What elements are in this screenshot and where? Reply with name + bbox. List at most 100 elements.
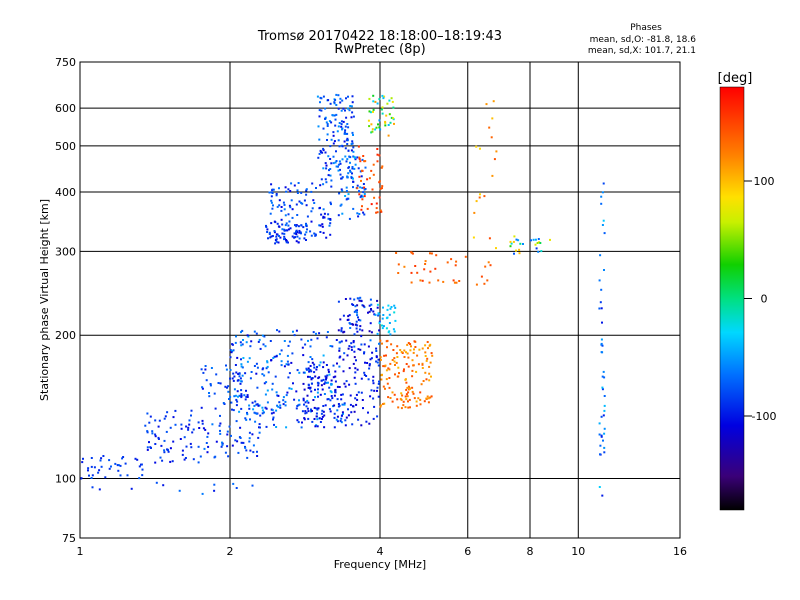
data-point bbox=[340, 421, 343, 424]
data-point bbox=[239, 377, 242, 380]
data-point bbox=[330, 179, 333, 182]
data-point bbox=[598, 422, 601, 425]
data-point bbox=[244, 417, 247, 420]
data-point bbox=[372, 310, 375, 313]
data-point bbox=[248, 440, 251, 443]
data-point bbox=[343, 382, 346, 385]
data-point bbox=[385, 327, 388, 330]
data-point bbox=[287, 213, 290, 216]
x-tick-label: 1 bbox=[77, 545, 84, 558]
data-point bbox=[235, 335, 237, 338]
data-point bbox=[473, 211, 476, 214]
data-point bbox=[355, 393, 358, 396]
data-point bbox=[323, 393, 326, 395]
data-point bbox=[296, 192, 299, 194]
data-point bbox=[266, 360, 269, 363]
data-point bbox=[600, 415, 603, 418]
data-point bbox=[237, 379, 240, 382]
data-point bbox=[395, 352, 398, 355]
data-point bbox=[275, 194, 278, 197]
data-point bbox=[279, 406, 282, 409]
data-point bbox=[384, 364, 387, 367]
data-point bbox=[342, 107, 345, 110]
data-point bbox=[361, 304, 364, 307]
data-point bbox=[326, 123, 329, 126]
data-point bbox=[240, 380, 243, 383]
data-point bbox=[99, 459, 102, 462]
data-point bbox=[250, 340, 253, 343]
data-point bbox=[276, 222, 279, 225]
data-point bbox=[600, 202, 603, 205]
data-point bbox=[362, 191, 365, 194]
y-tick-label: 300 bbox=[55, 245, 76, 258]
data-point bbox=[291, 216, 294, 219]
data-point bbox=[346, 143, 349, 145]
data-point bbox=[338, 145, 341, 148]
data-point bbox=[398, 372, 400, 375]
data-point bbox=[371, 351, 374, 354]
data-point bbox=[347, 347, 350, 350]
data-point bbox=[403, 356, 406, 358]
data-point bbox=[337, 300, 340, 303]
data-point bbox=[340, 417, 343, 420]
data-point bbox=[363, 343, 366, 346]
data-point bbox=[348, 383, 351, 386]
data-point bbox=[307, 386, 310, 389]
data-point bbox=[275, 391, 278, 394]
data-point bbox=[321, 415, 324, 418]
data-point bbox=[368, 177, 371, 180]
data-point bbox=[346, 354, 349, 357]
data-point bbox=[328, 120, 331, 123]
data-point bbox=[381, 342, 383, 345]
data-point bbox=[290, 387, 293, 390]
data-point bbox=[138, 465, 141, 468]
data-point bbox=[313, 418, 316, 420]
data-point bbox=[320, 418, 323, 420]
data-point bbox=[227, 385, 230, 388]
data-point bbox=[412, 392, 415, 395]
data-point bbox=[278, 235, 280, 237]
data-point bbox=[332, 376, 335, 379]
x-tick-label: 2 bbox=[227, 545, 234, 558]
data-point bbox=[352, 362, 355, 365]
data-point bbox=[405, 381, 408, 384]
data-point bbox=[293, 334, 296, 337]
data-point bbox=[352, 405, 354, 408]
data-point bbox=[266, 228, 269, 231]
data-point bbox=[184, 457, 187, 459]
data-point bbox=[270, 222, 273, 225]
data-point bbox=[346, 132, 349, 135]
data-point bbox=[311, 358, 314, 361]
data-point bbox=[377, 395, 380, 398]
data-point bbox=[206, 451, 209, 454]
data-point bbox=[266, 231, 269, 233]
data-point bbox=[330, 203, 332, 206]
data-point bbox=[347, 172, 350, 175]
data-point bbox=[284, 224, 287, 227]
data-point bbox=[405, 388, 408, 391]
data-point bbox=[258, 423, 261, 426]
data-point bbox=[310, 220, 313, 223]
data-point bbox=[415, 400, 418, 403]
data-point bbox=[598, 279, 601, 282]
data-point bbox=[343, 403, 346, 406]
data-point bbox=[371, 130, 374, 133]
data-point bbox=[353, 376, 356, 379]
data-point bbox=[367, 345, 370, 348]
data-point bbox=[334, 375, 337, 378]
data-point bbox=[240, 394, 243, 397]
data-point bbox=[261, 409, 264, 412]
data-point bbox=[316, 337, 319, 340]
data-point bbox=[427, 401, 430, 404]
data-point bbox=[603, 432, 606, 435]
data-point bbox=[275, 409, 278, 412]
data-point bbox=[244, 446, 247, 449]
data-point bbox=[257, 340, 260, 343]
data-point bbox=[378, 342, 380, 345]
data-point bbox=[283, 365, 286, 368]
data-point bbox=[346, 176, 349, 179]
data-point bbox=[475, 200, 478, 203]
data-point bbox=[384, 387, 386, 390]
data-point bbox=[146, 431, 149, 434]
data-point bbox=[285, 240, 288, 243]
